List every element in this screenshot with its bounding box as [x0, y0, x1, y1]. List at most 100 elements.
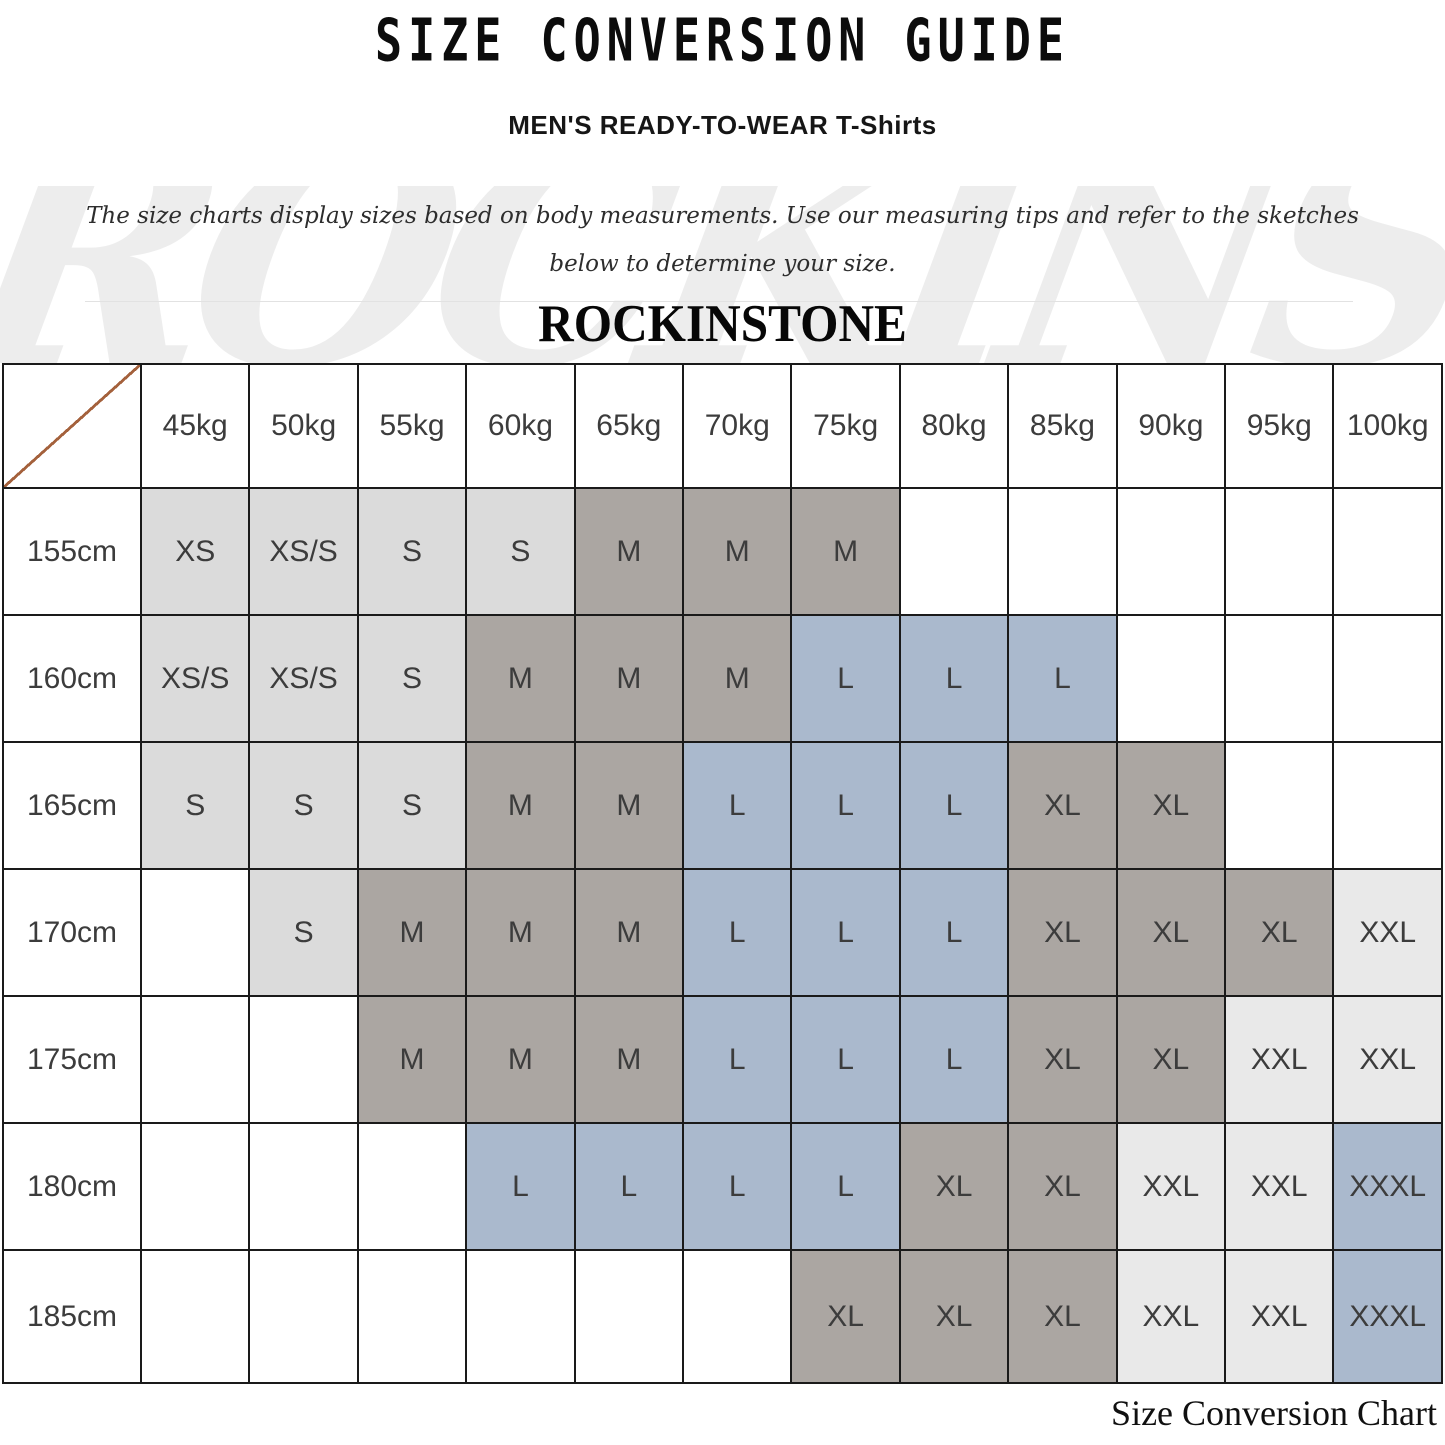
- size-cell: XS/S: [248, 614, 359, 743]
- size-cell: L: [898, 995, 1010, 1124]
- size-cell: L: [682, 868, 793, 997]
- size-cell: XL: [790, 1249, 901, 1384]
- size-cell: L: [790, 868, 901, 997]
- size-table: 45kg 50kg 55kg 60kg 65kg 70kg 75kg 80kg 85kg 90kg…: [2, 363, 1443, 1384]
- size-cell: M: [682, 487, 793, 616]
- size-cell: L: [898, 868, 1010, 997]
- size-cell: L: [898, 614, 1010, 743]
- weight-column-header: 100kg: [1332, 363, 1443, 489]
- table-row: 160cm XS/S XS/S S M M M L L L: [2, 614, 1443, 743]
- description-text: The size charts display sizes based on b…: [0, 192, 1445, 288]
- page-title: SIZE CONVERSION GUIDE: [375, 6, 1070, 75]
- size-cell: S: [465, 487, 576, 616]
- size-cell: [1007, 487, 1118, 616]
- size-cell: L: [1007, 614, 1118, 743]
- size-cell: M: [790, 487, 901, 616]
- description-line-2: below to determine your size.: [549, 251, 896, 277]
- size-cell: XXL: [1332, 868, 1443, 997]
- size-cell: M: [465, 614, 576, 743]
- size-cell: S: [248, 868, 359, 997]
- size-cell: [356, 1249, 468, 1384]
- weight-column-header: 50kg: [248, 363, 359, 489]
- size-cell: XL: [898, 1122, 1010, 1251]
- size-cell: XXL: [1224, 1249, 1335, 1384]
- height-row-header: 155cm: [2, 487, 142, 616]
- size-cell: XS/S: [139, 614, 251, 743]
- size-cell: XL: [898, 1249, 1010, 1384]
- weight-column-header: 70kg: [682, 363, 793, 489]
- size-cell: [248, 1122, 359, 1251]
- size-cell: M: [573, 487, 685, 616]
- table-header-row: 45kg 50kg 55kg 60kg 65kg 70kg 75kg 80kg 85kg 90kg…: [2, 363, 1443, 489]
- weight-column-header: 80kg: [898, 363, 1010, 489]
- size-cell: M: [465, 995, 576, 1124]
- size-cell: XL: [1115, 868, 1227, 997]
- size-cell: L: [790, 741, 901, 870]
- size-cell: XL: [1224, 868, 1335, 997]
- weight-column-header: 45kg: [139, 363, 251, 489]
- size-cell: M: [465, 741, 576, 870]
- size-cell: M: [465, 868, 576, 997]
- size-cell: M: [573, 741, 685, 870]
- table-body: 45kg 50kg 55kg 60kg 65kg 70kg 75kg 80kg 85kg 90kg…: [2, 363, 1443, 1384]
- size-cell: [682, 1249, 793, 1384]
- table-row: 185cm XL XL XL XXL XXL XXXL: [2, 1249, 1443, 1384]
- size-cell: XS/S: [248, 487, 359, 616]
- size-cell: [898, 487, 1010, 616]
- size-cell: M: [573, 995, 685, 1124]
- weight-column-header: 90kg: [1115, 363, 1227, 489]
- size-cell: XL: [1007, 868, 1118, 997]
- size-cell: L: [790, 614, 901, 743]
- size-cell: [1224, 487, 1335, 616]
- size-cell: [139, 868, 251, 997]
- size-cell: M: [573, 614, 685, 743]
- size-cell: L: [682, 741, 793, 870]
- size-cell: L: [898, 741, 1010, 870]
- size-cell: XXXL: [1332, 1249, 1443, 1384]
- table-row: 175cm M M M L L L XL XL XXL XXL: [2, 995, 1443, 1124]
- size-cell: XL: [1007, 1249, 1118, 1384]
- weight-column-header: 95kg: [1224, 363, 1335, 489]
- height-row-header: 185cm: [2, 1249, 142, 1384]
- footer-caption: Size Conversion Chart: [1111, 1393, 1437, 1433]
- size-cell: [1224, 741, 1335, 870]
- size-cell: S: [356, 741, 468, 870]
- height-row-header: 170cm: [2, 868, 142, 997]
- brand-name: ROCKINSTONE: [538, 294, 907, 354]
- size-cell: XXL: [1115, 1249, 1227, 1384]
- height-row-header: 160cm: [2, 614, 142, 743]
- height-row-header: 165cm: [2, 741, 142, 870]
- page-subtitle: MEN'S READY-TO-WEAR T-Shirts: [508, 110, 937, 140]
- size-cell: [248, 995, 359, 1124]
- size-cell: L: [682, 1122, 793, 1251]
- brand-name-wrap: ROCKINSTONE: [0, 292, 1445, 356]
- page-title-wrap: SIZE CONVERSION GUIDE: [0, 6, 1445, 75]
- size-cell: S: [356, 614, 468, 743]
- size-cell: [139, 1249, 251, 1384]
- size-cell: XL: [1007, 741, 1118, 870]
- diagonal-corner-cell: [2, 363, 142, 489]
- size-cell: M: [356, 868, 468, 997]
- size-cell: [465, 1249, 576, 1384]
- size-cell: S: [248, 741, 359, 870]
- size-cell: M: [356, 995, 468, 1124]
- size-cell: L: [465, 1122, 576, 1251]
- size-cell: [573, 1249, 685, 1384]
- size-cell: XL: [1115, 741, 1227, 870]
- size-cell: [1224, 614, 1335, 743]
- size-cell: XL: [1007, 995, 1118, 1124]
- size-cell: XXL: [1224, 995, 1335, 1124]
- size-cell: [1332, 487, 1443, 616]
- height-row-header: 180cm: [2, 1122, 142, 1251]
- table-row: 180cm L L L L XL XL XXL XXL XXXL: [2, 1122, 1443, 1251]
- size-cell: XXL: [1224, 1122, 1335, 1251]
- size-cell: [139, 1122, 251, 1251]
- description-line-1: The size charts display sizes based on b…: [86, 203, 1359, 229]
- weight-column-header: 75kg: [790, 363, 901, 489]
- size-cell: XL: [1007, 1122, 1118, 1251]
- size-cell: L: [682, 995, 793, 1124]
- size-cell: L: [790, 1122, 901, 1251]
- size-cell: L: [573, 1122, 685, 1251]
- table-row: 170cm S M M M L L L XL XL XL XXL: [2, 868, 1443, 997]
- size-cell: [1115, 487, 1227, 616]
